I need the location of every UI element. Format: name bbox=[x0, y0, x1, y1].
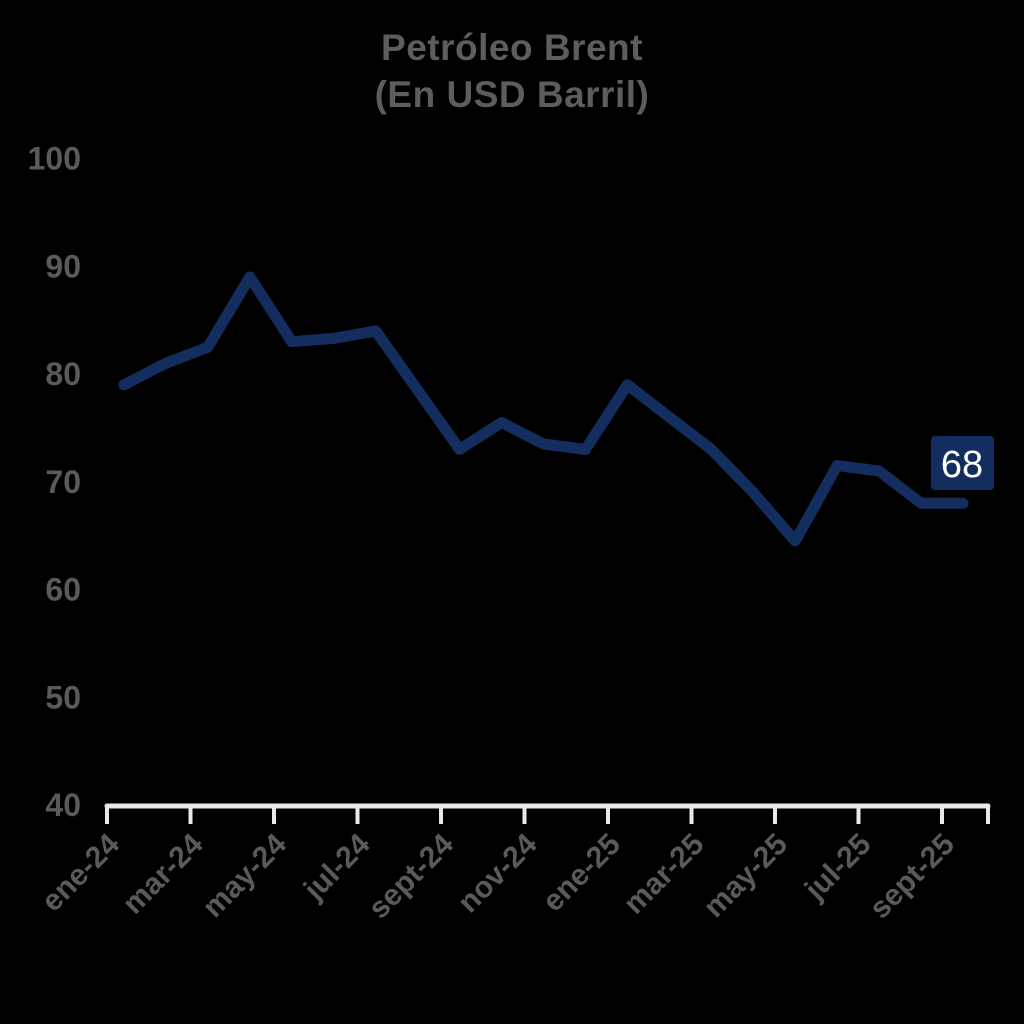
x-axis-tick-label: sept-24 bbox=[362, 827, 460, 925]
last-value-label-box bbox=[931, 436, 994, 490]
chart-subtitle: (En USD Barril) bbox=[374, 74, 650, 115]
x-axis-tick-label: jul-24 bbox=[297, 827, 377, 907]
x-axis-tick-label: mar-25 bbox=[618, 828, 711, 921]
x-axis-tick-label: mar-24 bbox=[117, 827, 210, 920]
x-axis-tick-label: nov-24 bbox=[452, 827, 544, 919]
y-axis-tick-label: 60 bbox=[45, 572, 81, 608]
y-axis-tick-label: 80 bbox=[45, 356, 81, 392]
brent-price-line bbox=[118, 271, 969, 547]
x-axis-tick-label: sept-25 bbox=[863, 828, 961, 926]
last-value-label: 68 bbox=[941, 444, 983, 486]
y-axis-tick-label: 50 bbox=[45, 679, 81, 715]
x-axis-tick-label: jul-25 bbox=[798, 828, 877, 907]
y-axis-tick-label: 100 bbox=[28, 141, 81, 177]
x-axis-tick-label: may-25 bbox=[697, 828, 793, 924]
x-axis-tick-label: may-24 bbox=[196, 827, 293, 924]
x-axis-tick-label: ene-25 bbox=[536, 828, 627, 919]
chart-title-block: Petróleo Brent (En USD Barril) bbox=[0, 24, 1024, 118]
chart-title: Petróleo Brent bbox=[381, 27, 643, 68]
x-axis-tick-label: ene-24 bbox=[35, 827, 126, 918]
y-axis-tick-label: 70 bbox=[45, 464, 81, 500]
y-axis-tick-label: 90 bbox=[45, 248, 81, 284]
y-axis-tick-label: 40 bbox=[45, 787, 81, 823]
